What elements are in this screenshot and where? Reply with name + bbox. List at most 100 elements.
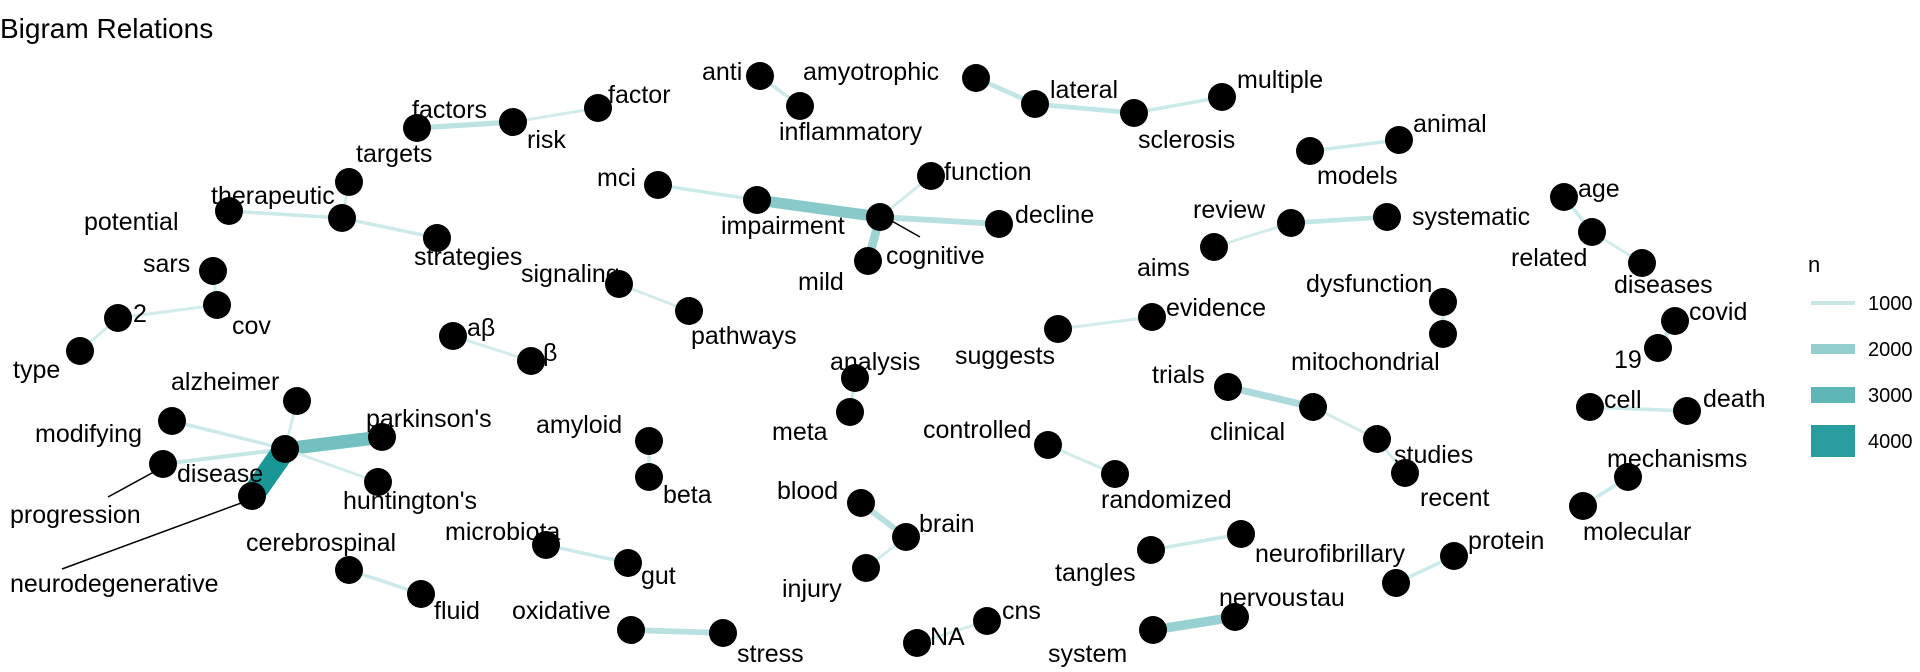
node-label-randomized: randomized bbox=[1101, 486, 1232, 514]
leader-line-neurodegenerative bbox=[61, 498, 253, 570]
node-evidence bbox=[1138, 303, 1166, 331]
node-label-tau: tau bbox=[1310, 584, 1345, 612]
node-systematic bbox=[1373, 203, 1401, 231]
chart-title: Bigram Relations bbox=[0, 13, 213, 44]
node-type bbox=[66, 337, 94, 365]
node-label-huntingtons: huntington's bbox=[343, 487, 477, 515]
node-label-covid: covid bbox=[1689, 298, 1747, 326]
edge-evidence-suggests bbox=[1057, 315, 1153, 331]
node-label-cov: cov bbox=[232, 312, 271, 340]
node-cerebrospinal bbox=[335, 556, 363, 584]
node-strategies bbox=[423, 224, 451, 252]
node-targets bbox=[335, 168, 363, 196]
node-label-cns: cns bbox=[1002, 597, 1041, 625]
node-label-mild: mild bbox=[798, 268, 844, 296]
node-animal bbox=[1385, 126, 1413, 154]
node-related bbox=[1578, 218, 1606, 246]
node-label-cerebrospinal: cerebrospinal bbox=[246, 529, 396, 557]
node-label-anti: anti bbox=[702, 58, 742, 86]
edge-animal-models bbox=[1309, 138, 1400, 153]
node-label-molecular: molecular bbox=[1583, 518, 1691, 546]
node-label-brain: brain bbox=[919, 510, 975, 538]
node-label-risk: risk bbox=[527, 126, 566, 154]
node-brain bbox=[892, 523, 920, 551]
node-huntingtons bbox=[364, 468, 392, 496]
legend-label-1000: 1000 bbox=[1868, 293, 1913, 315]
node-label-injury: injury bbox=[782, 575, 842, 603]
node-label-therapeutic: therapeutic bbox=[211, 182, 335, 210]
node-label-cell: cell bbox=[1604, 386, 1642, 414]
legend-title: n bbox=[1808, 252, 1820, 277]
node-beta bbox=[635, 463, 663, 491]
legend: n 1000 2000 3000 4000 bbox=[1808, 252, 1913, 457]
edge-lateral-sclerosis bbox=[1034, 101, 1135, 116]
node-cns bbox=[973, 607, 1001, 635]
node-label-gut: gut bbox=[641, 562, 676, 590]
node-death bbox=[1673, 397, 1701, 425]
node-label-alzheimer: alzheimer bbox=[171, 368, 279, 396]
node-label-mitochondrial: mitochondrial bbox=[1291, 348, 1440, 376]
node-na bbox=[903, 629, 931, 657]
leader-line-cognitive bbox=[889, 219, 921, 238]
node-label-lateral: lateral bbox=[1050, 76, 1118, 104]
node-function bbox=[917, 162, 945, 190]
node-label-animal: animal bbox=[1413, 110, 1487, 138]
node-therapeutic bbox=[328, 204, 356, 232]
edge-disease-progression bbox=[162, 446, 286, 467]
node-label-oxidative: oxidative bbox=[512, 597, 611, 625]
node-label-impairment: impairment bbox=[721, 212, 845, 240]
node-system bbox=[1139, 616, 1167, 644]
node-microbiota bbox=[532, 531, 560, 559]
edge-modifying-disease bbox=[171, 419, 286, 451]
node-nineteen bbox=[1644, 334, 1672, 362]
node-label-progression: progression bbox=[10, 501, 141, 529]
node-label-death: death bbox=[1703, 385, 1766, 413]
node-impairment bbox=[743, 186, 771, 214]
node-label-microbiota: microbiota bbox=[445, 518, 560, 546]
legend-label-2000: 2000 bbox=[1868, 339, 1913, 361]
node-mitochondrial bbox=[1429, 320, 1457, 348]
node-label-models: models bbox=[1317, 162, 1398, 190]
node-label-nervous: nervous bbox=[1219, 584, 1308, 612]
node-label-review: review bbox=[1193, 196, 1266, 224]
edge-cell-death bbox=[1589, 405, 1688, 413]
node-progression bbox=[149, 450, 177, 478]
node-clinical bbox=[1299, 393, 1327, 421]
node-label-targets: targets bbox=[356, 140, 432, 168]
node-label-abeta: aβ bbox=[467, 314, 495, 342]
node-controlled bbox=[1034, 431, 1062, 459]
node-label-signaling: signaling bbox=[521, 260, 620, 288]
node-label-suggests: suggests bbox=[955, 342, 1055, 370]
node-label-dysfunction: dysfunction bbox=[1306, 270, 1432, 298]
node-label-related: related bbox=[1511, 244, 1587, 272]
node-label-mci: mci bbox=[597, 164, 636, 192]
node-label-factor: factor bbox=[608, 81, 671, 109]
node-label-system: system bbox=[1048, 640, 1127, 668]
node-amyloid bbox=[635, 427, 663, 455]
node-dysfunction bbox=[1429, 288, 1457, 316]
node-label-pathways: pathways bbox=[691, 322, 797, 350]
nodes-layer bbox=[66, 62, 1701, 657]
node-abeta bbox=[439, 322, 467, 350]
node-randomized bbox=[1101, 460, 1129, 488]
node-factor bbox=[584, 94, 612, 122]
legend-swatch-4000 bbox=[1811, 425, 1855, 457]
node-label-fluid: fluid bbox=[434, 597, 480, 625]
node-label-tangles: tangles bbox=[1055, 559, 1136, 587]
node-aims bbox=[1200, 233, 1228, 261]
node-risk bbox=[499, 108, 527, 136]
node-molecular bbox=[1569, 492, 1597, 520]
node-trials bbox=[1214, 373, 1242, 401]
node-analysis bbox=[841, 364, 869, 392]
node-gut bbox=[614, 549, 642, 577]
node-label-controlled: controlled bbox=[923, 416, 1031, 444]
node-label-multiple: multiple bbox=[1237, 66, 1323, 94]
node-label-systematic: systematic bbox=[1412, 203, 1530, 231]
edge-impairment-cognitive bbox=[756, 194, 881, 223]
legend-swatch-3000 bbox=[1811, 387, 1855, 403]
node-label-cognitive: cognitive bbox=[886, 242, 985, 270]
node-review bbox=[1277, 209, 1305, 237]
node-oxidative bbox=[617, 616, 645, 644]
